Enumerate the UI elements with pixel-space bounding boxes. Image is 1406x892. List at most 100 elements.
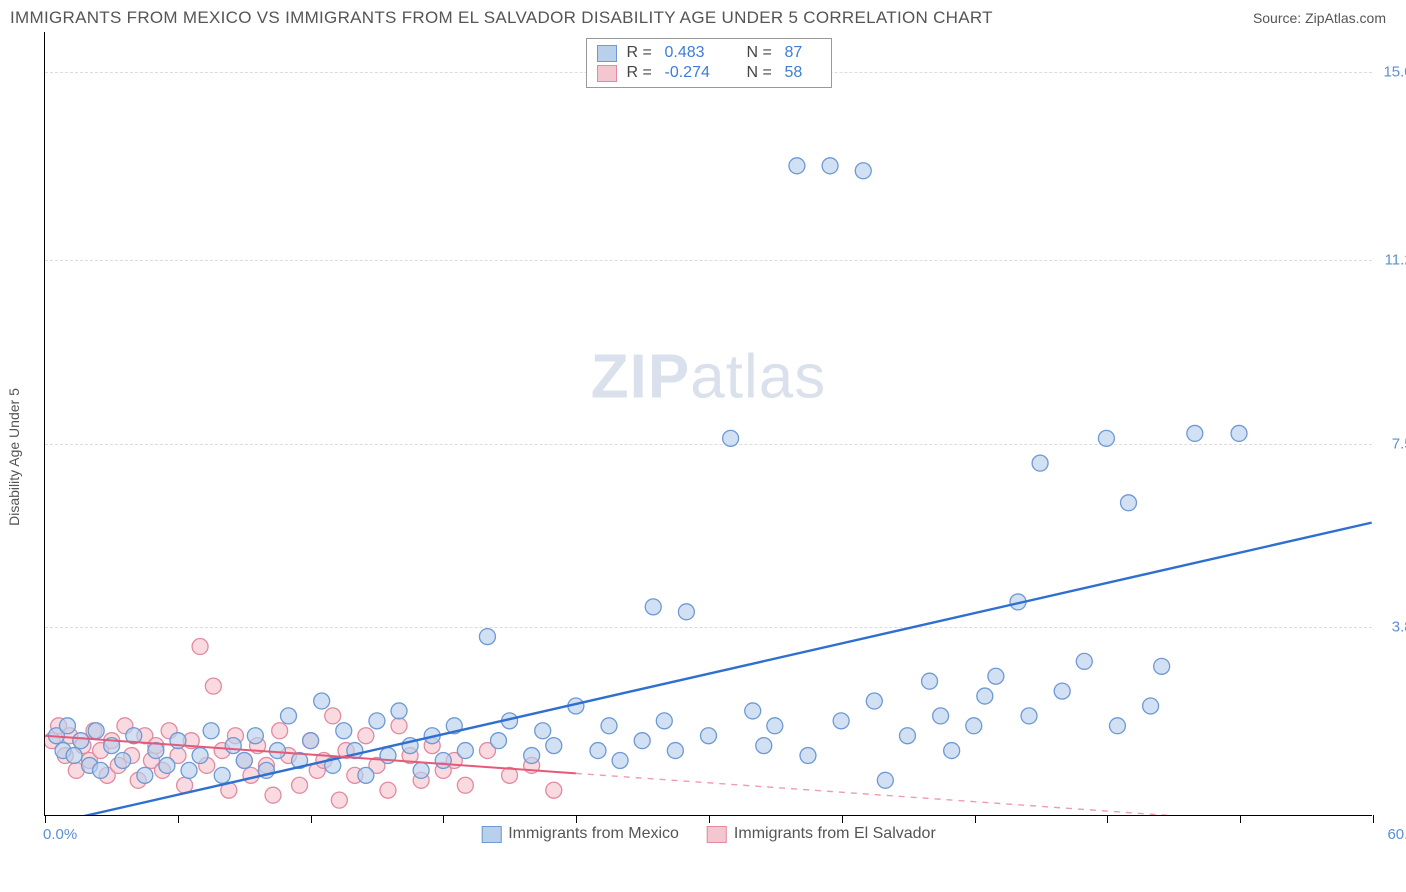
scatter-point [236, 752, 252, 768]
scatter-point [1187, 425, 1203, 441]
r-value-mexico: 0.483 [665, 44, 737, 62]
legend-label-mexico: Immigrants from Mexico [508, 825, 679, 843]
scatter-point [1076, 653, 1092, 669]
y-axis-label: Disability Age Under 5 [6, 388, 22, 526]
scatter-point [877, 772, 893, 788]
chart-title: IMMIGRANTS FROM MEXICO VS IMMIGRANTS FRO… [10, 8, 993, 28]
scatter-point [634, 733, 650, 749]
scatter-point [292, 777, 308, 793]
scatter-point [988, 668, 1004, 684]
x-tick [45, 815, 46, 823]
scatter-point [1098, 430, 1114, 446]
scatter-point [933, 708, 949, 724]
scatter-point [269, 743, 285, 759]
r-value-elsalvador: -0.274 [665, 64, 737, 82]
x-tick [709, 815, 710, 823]
scatter-point [358, 767, 374, 783]
scatter-point [723, 430, 739, 446]
scatter-point [922, 673, 938, 689]
scatter-point [272, 723, 288, 739]
scatter-point [413, 762, 429, 778]
series-legend: Immigrants from Mexico Immigrants from E… [481, 825, 936, 843]
scatter-point [435, 752, 451, 768]
x-axis-max-label: 60.0% [1387, 826, 1406, 843]
n-value-elsalvador: 58 [785, 64, 821, 82]
scatter-point [369, 713, 385, 729]
scatter-point [546, 738, 562, 754]
scatter-point [314, 693, 330, 709]
y-tick-label: 11.2% [1385, 252, 1406, 269]
legend-row-elsalvador: R = -0.274 N = 58 [597, 63, 821, 83]
chart-container: Disability Age Under 5 ZIPatlas R = 0.48… [0, 32, 1406, 882]
scatter-point [800, 748, 816, 764]
x-axis-min-label: 0.0% [43, 826, 77, 843]
scatter-point [66, 748, 82, 764]
x-tick [576, 815, 577, 823]
scatter-point [667, 743, 683, 759]
scatter-point [391, 703, 407, 719]
scatter-point [225, 738, 241, 754]
legend-label-elsalvador: Immigrants from El Salvador [734, 825, 936, 843]
scatter-point [88, 723, 104, 739]
scatter-point [181, 762, 197, 778]
scatter-svg [45, 32, 1372, 815]
r-label: R = [627, 64, 655, 82]
scatter-point [192, 639, 208, 655]
scatter-point [159, 757, 175, 773]
scatter-point [866, 693, 882, 709]
scatter-point [491, 733, 507, 749]
scatter-point [1054, 683, 1070, 699]
x-tick [443, 815, 444, 823]
scatter-point [325, 708, 341, 724]
n-label: N = [747, 44, 775, 62]
y-tick-label: 15.0% [1383, 63, 1406, 80]
n-label: N = [747, 64, 775, 82]
scatter-point [645, 599, 661, 615]
scatter-point [1032, 455, 1048, 471]
plot-area: ZIPatlas R = 0.483 N = 87 R = -0.274 N =… [44, 32, 1372, 816]
chart-header: IMMIGRANTS FROM MEXICO VS IMMIGRANTS FRO… [0, 0, 1406, 32]
scatter-point [303, 733, 319, 749]
scatter-point [203, 723, 219, 739]
scatter-point [535, 723, 551, 739]
scatter-point [1231, 425, 1247, 441]
scatter-point [612, 752, 628, 768]
scatter-point [524, 748, 540, 764]
scatter-point [115, 752, 131, 768]
trend-line-dashed [576, 773, 1372, 815]
scatter-point [214, 767, 230, 783]
swatch-elsalvador [597, 65, 617, 82]
scatter-point [678, 604, 694, 620]
x-tick [1240, 815, 1241, 823]
scatter-point [601, 718, 617, 734]
source-attribution: Source: ZipAtlas.com [1253, 10, 1386, 26]
scatter-point [944, 743, 960, 759]
scatter-point [701, 728, 717, 744]
scatter-point [265, 787, 281, 803]
scatter-point [1109, 718, 1125, 734]
scatter-point [331, 792, 347, 808]
scatter-point [1121, 495, 1137, 511]
scatter-point [192, 748, 208, 764]
scatter-point [756, 738, 772, 754]
scatter-point [247, 728, 263, 744]
scatter-point [479, 629, 495, 645]
scatter-point [358, 728, 374, 744]
legend-item-elsalvador: Immigrants from El Salvador [707, 825, 936, 843]
scatter-point [1143, 698, 1159, 714]
scatter-point [73, 733, 89, 749]
scatter-point [391, 718, 407, 734]
x-tick [178, 815, 179, 823]
swatch-mexico [597, 45, 617, 62]
scatter-point [855, 163, 871, 179]
scatter-point [546, 782, 562, 798]
y-tick-label: 7.5% [1392, 435, 1406, 452]
x-tick [842, 815, 843, 823]
x-tick [311, 815, 312, 823]
scatter-point [822, 158, 838, 174]
correlation-legend: R = 0.483 N = 87 R = -0.274 N = 58 [586, 38, 832, 88]
scatter-point [767, 718, 783, 734]
scatter-point [833, 713, 849, 729]
x-tick [1107, 815, 1108, 823]
n-value-mexico: 87 [785, 44, 821, 62]
